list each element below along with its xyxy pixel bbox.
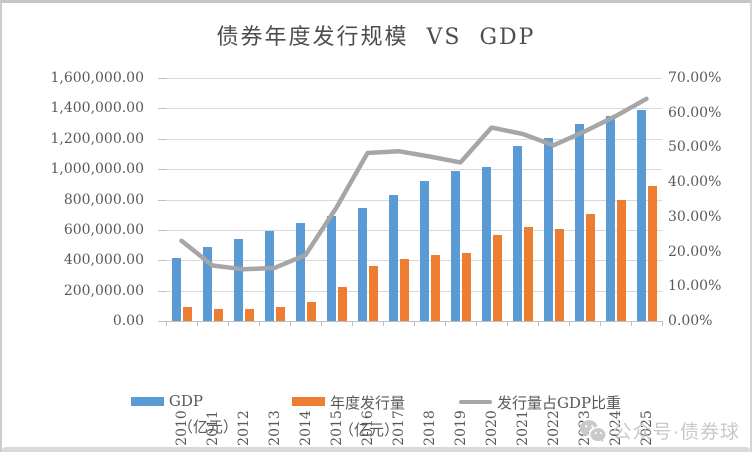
left-axis-label: 1,600,000.00 <box>50 70 144 86</box>
x-axis-tick <box>662 321 663 326</box>
x-axis-tick <box>383 321 384 326</box>
ratio-series-swatch <box>458 400 492 404</box>
gridline <box>166 199 662 201</box>
issuance-bar <box>554 228 564 321</box>
gridline <box>166 138 662 140</box>
gdp-bar <box>295 223 305 321</box>
plot-area: 1,600,000.00 1,400,000.00 1,200,000.00 1,00… <box>50 70 721 446</box>
gdp-bar <box>233 239 243 321</box>
legend-item-gdp: GDP （亿元） <box>130 392 238 440</box>
legend-sublabel-gdp: （亿元） <box>177 418 238 436</box>
left-axis-tick <box>158 78 166 79</box>
left-axis-tick <box>158 169 166 171</box>
x-axis-tick <box>507 321 508 326</box>
watermark: 公众号·债券球 <box>579 417 740 444</box>
legend-label-issuance: 年度发行量 <box>329 394 405 412</box>
issuance-bar <box>430 254 440 321</box>
issuance-bar <box>585 213 595 321</box>
x-axis-tick <box>197 321 198 326</box>
left-axis-label: 1,200,000.00 <box>50 130 144 147</box>
gdp-bar <box>357 207 367 321</box>
left-axis-tick <box>158 199 166 201</box>
gdp-bar <box>543 138 553 321</box>
gdp-bar <box>264 230 274 321</box>
left-axis-label: 200,000.00 <box>63 282 144 299</box>
issuance-bar <box>337 286 347 321</box>
issuance-bar <box>523 227 533 321</box>
issuance-bar <box>306 302 316 321</box>
right-axis-label: 40.00% <box>668 174 722 191</box>
x-axis-tick <box>476 321 477 326</box>
gridline <box>166 169 662 171</box>
right-axis-label: 50.00% <box>668 139 722 156</box>
issuance-bar <box>182 306 192 321</box>
gdp-bar <box>574 124 584 321</box>
left-axis-tick <box>158 229 166 231</box>
left-axis-tick <box>158 108 166 110</box>
issuance-bar <box>647 185 657 321</box>
gdp-bar <box>326 216 336 321</box>
issuance-bar <box>492 235 502 321</box>
gdp-bar <box>512 146 522 321</box>
left-axis-tick <box>158 260 166 262</box>
x-axis-tick <box>166 321 167 326</box>
left-axis-label: 800,000.00 <box>63 191 144 208</box>
x-axis-tick <box>414 321 415 326</box>
issuance-bar <box>275 307 285 321</box>
x-axis-tick <box>445 321 446 326</box>
left-axis-label: 1,000,000.00 <box>50 161 144 178</box>
issuance-series-swatch <box>291 397 325 406</box>
x-axis-tick <box>228 321 229 326</box>
gdp-bar <box>450 171 460 321</box>
watermark-text: 公众号·债券球 <box>612 422 740 443</box>
chart-legend: GDP （亿元） 年度发行量 （亿元） 发行量占GDP比重 <box>2 392 750 440</box>
left-axis-tick <box>158 321 166 322</box>
gdp-bar <box>202 246 212 321</box>
gdp-bar <box>419 181 429 321</box>
right-axis-label: 30.00% <box>668 208 722 225</box>
left-axis-tick <box>158 138 166 140</box>
gdp-bar <box>481 167 491 321</box>
issuance-bar <box>399 259 409 321</box>
gridline <box>166 108 662 110</box>
gdp-bar <box>388 194 398 321</box>
gdp-bar <box>636 109 646 321</box>
wechat-icon <box>579 419 606 442</box>
right-axis-label: 70.00% <box>668 70 722 86</box>
x-axis-tick <box>631 321 632 326</box>
issuance-bar <box>368 266 378 321</box>
left-axis-label: 600,000.00 <box>63 221 144 238</box>
right-axis-label: 20.00% <box>668 243 722 260</box>
x-axis-tick <box>538 321 539 326</box>
left-axis-tick <box>158 290 166 292</box>
issuance-bar <box>244 308 254 321</box>
legend-label-gdp: GDP <box>168 392 204 410</box>
x-axis-tick <box>321 321 322 326</box>
right-axis-label: 0.00% <box>668 313 713 329</box>
left-axis-label: 1,400,000.00 <box>50 100 144 117</box>
x-axis-tick <box>600 321 601 326</box>
bottom-edge-strip <box>2 447 750 452</box>
legend-item-issuance: 年度发行量 （亿元） <box>291 392 405 440</box>
gridline <box>166 78 662 79</box>
gdp-bar <box>171 258 181 321</box>
x-axis-tick <box>290 321 291 326</box>
issuance-bar <box>461 252 471 321</box>
right-axis-label: 10.00% <box>668 278 722 295</box>
right-axis-label: 60.00% <box>668 104 722 121</box>
x-axis-tick <box>569 321 570 326</box>
gridline <box>166 290 662 292</box>
issuance-bar <box>616 200 626 321</box>
legend-label-ratio: 发行量占GDP比重 <box>496 394 622 412</box>
legend-item-ratio: 发行量占GDP比重 <box>458 392 622 440</box>
gdp-series-swatch <box>130 397 164 406</box>
gdp-bar <box>605 116 615 321</box>
issuance-bar <box>213 309 223 321</box>
x-axis-tick <box>352 321 353 326</box>
left-axis-label: 400,000.00 <box>63 252 144 269</box>
chart-title: 债券年度发行规模 VS GDP <box>216 25 536 50</box>
x-axis-tick <box>259 321 260 326</box>
legend-sublabel-issuance: （亿元） <box>338 421 399 439</box>
left-axis-label: 0.00 <box>112 313 144 329</box>
